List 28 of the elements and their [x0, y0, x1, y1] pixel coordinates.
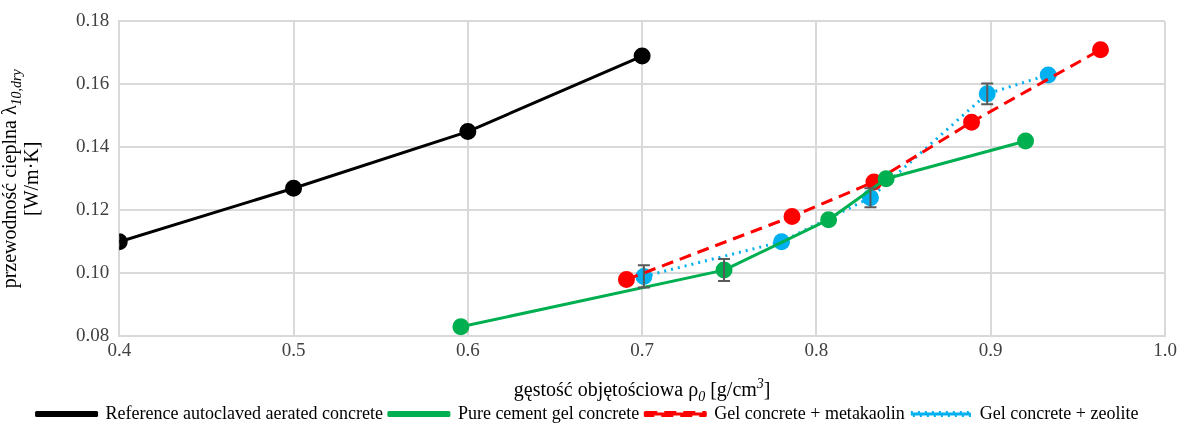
legend-label: Reference autoclaved aerated concrete	[105, 402, 383, 423]
point	[963, 113, 981, 131]
x-tick-label: 0.9	[978, 338, 1003, 360]
point	[617, 271, 635, 289]
point	[1017, 132, 1035, 150]
point	[459, 123, 477, 141]
y-tick-label: 0.14	[76, 135, 110, 157]
point	[820, 211, 838, 229]
y-tick-label: 0.12	[76, 198, 110, 220]
y-tick-label: 0.18	[76, 9, 110, 31]
point	[633, 47, 651, 65]
y-tick-label: 0.08	[76, 324, 110, 346]
y-tick-label: 0.16	[76, 72, 110, 94]
x-tick-label: 0.5	[281, 338, 306, 360]
legend-label: Pure cement gel concrete	[457, 402, 640, 423]
legend-label: Gel concrete + zeolite	[979, 402, 1139, 423]
x-tick-label: 0.8	[804, 338, 829, 360]
x-tick-label: 0.7	[630, 338, 654, 360]
point	[1092, 41, 1110, 59]
point	[285, 179, 303, 197]
legend-label: Gel concrete + metakaolin	[714, 402, 905, 423]
y-tick-label: 0.10	[76, 261, 110, 283]
text: przewodność cieplna λ10,dry [W/m·K]	[0, 69, 43, 289]
x-tick-label: 0.6	[455, 338, 480, 360]
point	[452, 318, 470, 336]
x-tick-label: 1.0	[1153, 338, 1177, 360]
point	[877, 170, 895, 188]
point	[783, 208, 801, 226]
